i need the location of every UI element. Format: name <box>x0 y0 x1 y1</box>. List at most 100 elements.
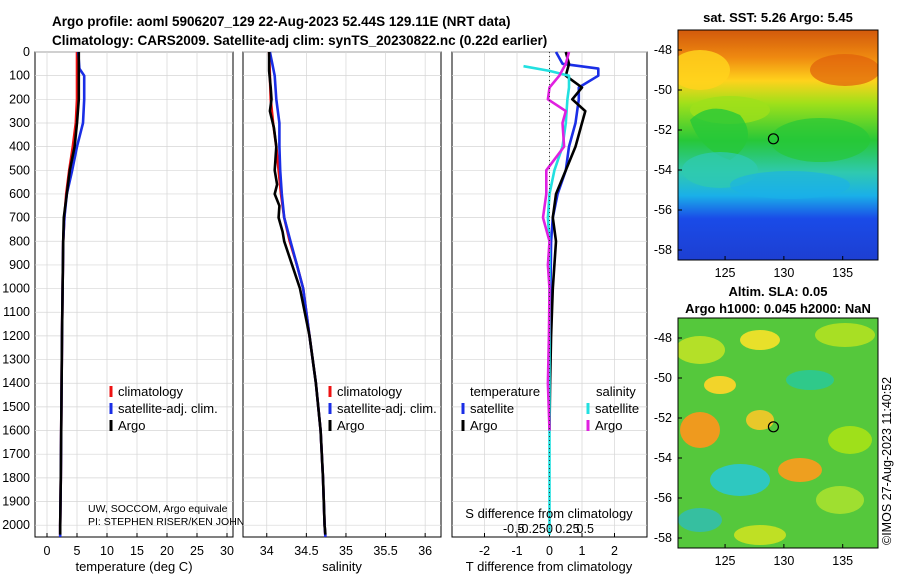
sla-argo-location-marker <box>767 421 780 433</box>
legend-salinity-head: salinity <box>596 384 636 399</box>
map-y-tick-label: -48 <box>654 43 672 57</box>
depth-tick-label: 0 <box>23 45 30 59</box>
x-tick-label: -1 <box>511 544 522 558</box>
map-y-tick-label: -52 <box>654 123 672 137</box>
legend-temperature-head: temperature <box>470 384 540 399</box>
depth-tick-label: 700 <box>9 211 30 225</box>
map-x-tick-label: 130 <box>773 266 794 280</box>
salinity-difference-label: S difference from climatology <box>465 506 633 521</box>
salinity-tick-labels: 34 34.5 35 35.5 36 <box>260 544 432 558</box>
temperature-series <box>58 51 86 537</box>
map-x-tick-label: 125 <box>715 266 736 280</box>
sla-map-title-1: Altim. SLA: 0.05 <box>729 284 828 299</box>
series-line-temperature-argo <box>548 51 587 431</box>
salinity-diff-tick-label: -0.25 <box>517 522 546 536</box>
legend-argo-label: Argo <box>337 418 364 433</box>
legend-satellite-label: satellite-adj. clim. <box>337 401 437 416</box>
salinity-axes <box>242 51 442 538</box>
x-tick-label: 25 <box>190 544 204 558</box>
depth-tick-label: 1400 <box>2 376 30 390</box>
x-tick-label: 34 <box>260 544 274 558</box>
map-y-tick-label: -58 <box>654 531 672 545</box>
map-y-tick-label: -50 <box>654 83 672 97</box>
map-y-tick-label: -52 <box>654 411 672 425</box>
depth-tick-label: 1300 <box>2 353 30 367</box>
difference-legend: temperature satellite Argo salinity sate… <box>461 384 639 433</box>
depth-tick-label: 600 <box>9 187 30 201</box>
x-tick-label: 30 <box>220 544 234 558</box>
x-tick-label: 20 <box>160 544 174 558</box>
map-y-tick-label: -54 <box>654 163 672 177</box>
sla-map-frame <box>677 317 879 549</box>
header-line-1: Argo profile: aoml 5906207_129 22-Aug-20… <box>52 14 510 29</box>
depth-tick-label: 1600 <box>2 424 30 438</box>
depth-tick-label: 1500 <box>2 400 30 414</box>
x-tick-label: 5 <box>74 544 81 558</box>
depth-tick-label: 1800 <box>2 471 30 485</box>
x-tick-label: -2 <box>479 544 490 558</box>
map-y-tick-label: -50 <box>654 371 672 385</box>
x-tick-label: 0 <box>44 544 51 558</box>
legend-climatology-label: climatology <box>118 384 184 399</box>
x-tick-label: 36 <box>418 544 432 558</box>
depth-tick-label: 100 <box>9 69 30 83</box>
sst-argo-location-marker <box>767 133 780 145</box>
depth-tick-label: 900 <box>9 258 30 272</box>
salinity-legend: climatology satellite-adj. clim. Argo <box>328 384 437 433</box>
sla-map-title-2: Argo h1000: 0.045 h2000: NaN <box>685 301 871 316</box>
x-tick-label: 0 <box>546 544 553 558</box>
legend-satellite-label: satellite-adj. clim. <box>118 401 218 416</box>
depth-tick-label: 1000 <box>2 282 30 296</box>
depth-tick-label: 500 <box>9 163 30 177</box>
x-tick-label: 15 <box>130 544 144 558</box>
depth-tick-label: 1700 <box>2 447 30 461</box>
salinity-diff-tick-label: 0.5 <box>577 522 594 536</box>
legend-t-argo-label: Argo <box>470 418 497 433</box>
salinity-xlabel: salinity <box>322 559 362 574</box>
sla-map-ticks: 125 130 135 -48 -50 -52 -54 -56 -58 <box>654 331 853 568</box>
salinity-grid <box>243 51 441 537</box>
credit-line-1: UW, SOCCOM, Argo equivale <box>88 503 228 515</box>
map-x-tick-label: 135 <box>832 266 853 280</box>
header-line-2: Climatology: CARS2009. Satellite-adj cli… <box>52 33 547 48</box>
depth-tick-label: 1100 <box>3 305 30 319</box>
legend-s-satellite-label: satellite <box>595 401 639 416</box>
sst-map-title: sat. SST: 5.26 Argo: 5.45 <box>703 10 853 25</box>
map-y-tick-label: -48 <box>654 331 672 345</box>
temperature-xlabel: temperature (deg C) <box>75 559 192 574</box>
x-tick-label: 1 <box>579 544 586 558</box>
legend-s-argo-label: Argo <box>595 418 622 433</box>
salinity-diff-tick-label: 0.25 <box>555 522 579 536</box>
map-y-tick-label: -58 <box>654 243 672 257</box>
depth-tick-label: 1900 <box>2 495 30 509</box>
sla-heatmap <box>678 318 878 548</box>
x-tick-label: 35 <box>339 544 353 558</box>
sst-map-ticks: 125 130 135 -48 -50 -52 -54 -56 -58 <box>654 43 853 280</box>
sst-map-frame <box>677 29 879 261</box>
temperature-axes <box>34 51 234 538</box>
depth-tick-label: 400 <box>9 140 30 154</box>
legend-climatology-label: climatology <box>337 384 403 399</box>
salinity-diff-tick-label: -0.5 <box>503 522 525 536</box>
x-tick-label: 35.5 <box>373 544 397 558</box>
difference-xlabel: T difference from climatology <box>466 559 633 574</box>
map-x-tick-label: 130 <box>773 554 794 568</box>
depth-tick-labels: 0 100 200 300 400 500 600 700 800 900 1000 1100 1200… <box>2 45 30 532</box>
depth-tick-label: 200 <box>9 92 30 106</box>
depth-tick-label: 1200 <box>2 329 30 343</box>
depth-tick-label: 300 <box>9 116 30 130</box>
map-y-tick-label: -56 <box>654 203 672 217</box>
map-y-tick-label: -56 <box>654 491 672 505</box>
salinity-series <box>267 51 327 538</box>
map-y-tick-label: -54 <box>654 451 672 465</box>
legend-argo-label: Argo <box>118 418 145 433</box>
sst-heatmap <box>678 30 878 260</box>
depth-tick-label: 800 <box>9 234 30 248</box>
imos-timestamp: ©IMOS 27-Aug-2023 11:40:52 <box>880 377 894 545</box>
series-line-argo <box>58 52 81 535</box>
difference-tick-labels: -2 -1 0 1 2 <box>479 544 618 558</box>
temperature-legend: climatology satellite-adj. clim. Argo <box>109 384 218 433</box>
map-x-tick-label: 125 <box>715 554 736 568</box>
legend-t-satellite-label: satellite <box>470 401 514 416</box>
